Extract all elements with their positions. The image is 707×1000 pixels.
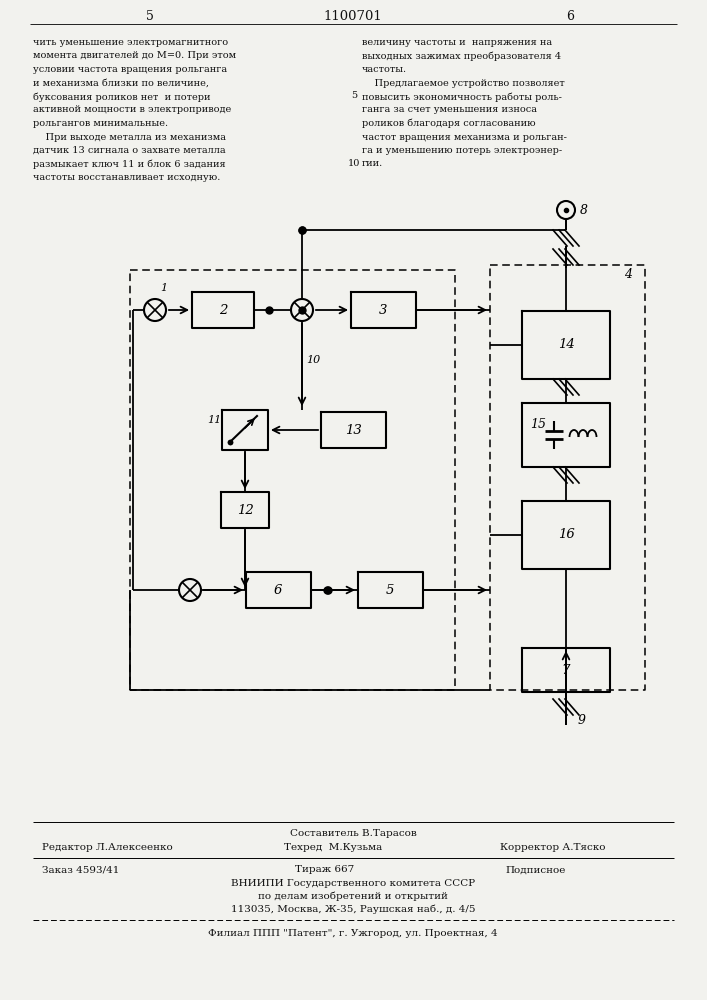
Text: 9: 9 (578, 714, 586, 726)
Text: рольгангов минимальные.: рольгангов минимальные. (33, 119, 168, 128)
Text: ганга за счет уменьшения износа: ганга за счет уменьшения износа (362, 105, 537, 114)
Text: гии.: гии. (362, 159, 383, 168)
Text: 1100701: 1100701 (324, 9, 382, 22)
Text: 2: 2 (218, 304, 227, 316)
Text: 8: 8 (580, 205, 588, 218)
Text: Предлагаемое устройство позволяет: Предлагаемое устройство позволяет (362, 79, 565, 88)
Text: повысить экономичность работы роль-: повысить экономичность работы роль- (362, 92, 562, 102)
Text: 15: 15 (530, 418, 546, 432)
Text: активной мощности в электроприводе: активной мощности в электроприводе (33, 105, 231, 114)
Text: 12: 12 (237, 504, 253, 516)
Text: датчик 13 сигнала о захвате металла: датчик 13 сигнала о захвате металла (33, 146, 226, 155)
Text: роликов благодаря согласованию: роликов благодаря согласованию (362, 119, 536, 128)
Text: 10: 10 (348, 159, 360, 168)
Text: по делам изобретений и открытий: по делам изобретений и открытий (258, 891, 448, 901)
Text: частоты восстанавливает исходную.: частоты восстанавливает исходную. (33, 173, 221, 182)
Text: 5: 5 (146, 9, 154, 22)
Text: момента двигателей до М=0. При этом: момента двигателей до М=0. При этом (33, 51, 236, 60)
Text: Подписное: Подписное (505, 865, 566, 874)
Text: Редактор Л.Алексеенко: Редактор Л.Алексеенко (42, 842, 173, 852)
Text: частоты.: частоты. (362, 65, 407, 74)
Text: Техред  М.Кузьма: Техред М.Кузьма (284, 842, 382, 852)
Text: ВНИИПИ Государственного комитета СССР: ВНИИПИ Государственного комитета СССР (231, 879, 475, 888)
Text: 13: 13 (344, 424, 361, 436)
Text: 6: 6 (566, 9, 574, 22)
Text: условии частота вращения рольганга: условии частота вращения рольганга (33, 65, 227, 74)
Text: частот вращения механизма и рольган-: частот вращения механизма и рольган- (362, 132, 567, 141)
Text: 1: 1 (160, 283, 167, 293)
Text: 4: 4 (624, 268, 632, 282)
Text: выходных зажимах преобразователя 4: выходных зажимах преобразователя 4 (362, 51, 561, 61)
Text: Составитель В.Тарасов: Составитель В.Тарасов (290, 830, 416, 838)
Text: 6: 6 (274, 584, 282, 596)
Text: 3: 3 (379, 304, 387, 316)
Text: 14: 14 (558, 338, 574, 352)
Text: величину частоты и  напряжения на: величину частоты и напряжения на (362, 38, 552, 47)
Text: Тираж 667: Тираж 667 (295, 865, 354, 874)
Text: 113035, Москва, Ж-35, Раушская наб., д. 4/5: 113035, Москва, Ж-35, Раушская наб., д. … (230, 904, 475, 914)
Text: 5: 5 (351, 92, 357, 101)
Text: 11: 11 (207, 415, 221, 425)
Text: чить уменьшение электромагнитного: чить уменьшение электромагнитного (33, 38, 228, 47)
Text: 16: 16 (558, 528, 574, 542)
Text: и механизма близки по величине,: и механизма близки по величине, (33, 79, 209, 88)
Text: При выходе металла из механизма: При выходе металла из механизма (33, 132, 226, 141)
Text: 7: 7 (562, 664, 570, 676)
Text: Филиал ППП "Патент", г. Ужгород, ул. Проектная, 4: Филиал ППП "Патент", г. Ужгород, ул. Про… (208, 930, 498, 938)
Text: Корректор А.Тяско: Корректор А.Тяско (500, 842, 605, 852)
Text: га и уменьшению потерь электроэнер-: га и уменьшению потерь электроэнер- (362, 146, 562, 155)
Text: размыкает ключ 11 и блок 6 задания: размыкает ключ 11 и блок 6 задания (33, 159, 226, 169)
Text: буксования роликов нет  и потери: буксования роликов нет и потери (33, 92, 211, 102)
Text: Заказ 4593/41: Заказ 4593/41 (42, 865, 119, 874)
Text: 10: 10 (306, 355, 320, 365)
Text: 5: 5 (386, 584, 395, 596)
